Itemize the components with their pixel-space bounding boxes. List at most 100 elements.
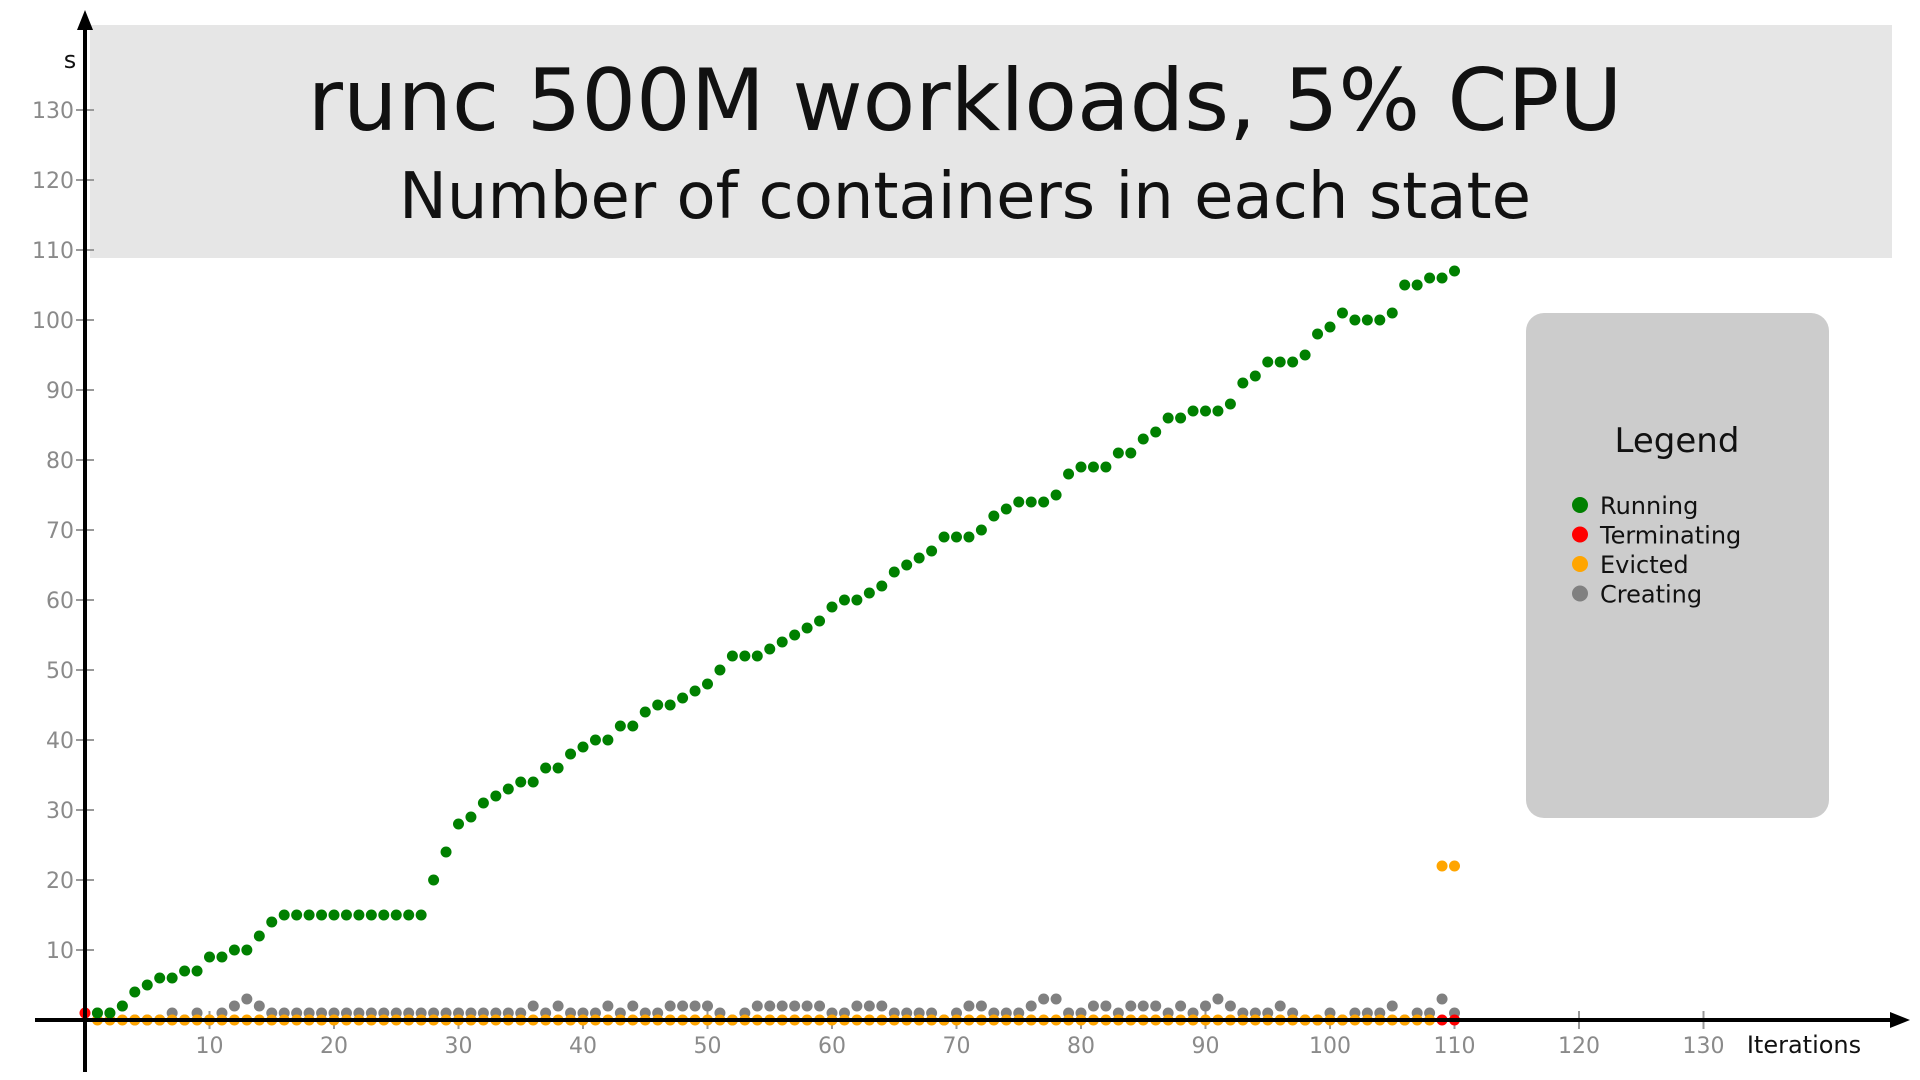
- running-point: [838, 594, 850, 606]
- running-point: [116, 1000, 128, 1012]
- legend-marker-creating: [1572, 585, 1588, 602]
- running-point: [1449, 265, 1460, 277]
- running-point: [1237, 377, 1249, 389]
- y-axis: [77, 10, 93, 1072]
- y-tick-label: 80: [46, 449, 74, 474]
- running-point: [428, 874, 440, 886]
- creating-point: [228, 1000, 240, 1012]
- running-point: [639, 706, 651, 718]
- creating-point: [527, 1000, 539, 1012]
- creating-point: [1050, 993, 1062, 1005]
- running-point: [1025, 496, 1037, 508]
- running-point: [1299, 349, 1311, 361]
- creating-point: [1386, 1000, 1398, 1012]
- y-tick-label: 110: [32, 239, 74, 264]
- legend-marker-terminating: [1572, 526, 1588, 543]
- running-point: [1274, 356, 1286, 368]
- running-point: [1212, 405, 1224, 417]
- running-point: [1175, 412, 1187, 424]
- running-point: [316, 909, 328, 921]
- chart-title: runc 500M workloads, 5% CPU: [308, 51, 1623, 151]
- running-point: [1424, 272, 1436, 284]
- y-tick-label: 90: [46, 379, 74, 404]
- running-point: [1386, 307, 1398, 319]
- running-point: [1100, 461, 1112, 473]
- running-point: [303, 909, 315, 921]
- evicted-point: [1436, 860, 1448, 872]
- running-point: [365, 909, 377, 921]
- running-point: [789, 629, 801, 641]
- running-point: [764, 643, 776, 655]
- running-point: [1361, 314, 1373, 326]
- running-point: [1187, 405, 1199, 417]
- running-point: [266, 916, 278, 928]
- running-point: [988, 510, 1000, 522]
- running-point: [726, 650, 738, 662]
- running-point: [951, 531, 962, 543]
- running-point: [453, 818, 464, 830]
- running-point: [340, 909, 352, 921]
- running-point: [403, 909, 415, 921]
- creating-point: [1200, 1000, 1211, 1012]
- y-tick-label: 60: [46, 589, 74, 614]
- creating-point: [1125, 1000, 1137, 1012]
- legend-marker-running: [1572, 497, 1588, 513]
- x-tick-label: 130: [1683, 1034, 1725, 1059]
- creating-point: [1274, 1000, 1286, 1012]
- x-axis-label: Iterations: [1747, 1031, 1861, 1059]
- running-point: [328, 909, 340, 921]
- running-point: [565, 748, 577, 760]
- legend-box: [1526, 313, 1829, 818]
- x-tick-label: 40: [569, 1034, 597, 1059]
- running-point: [129, 986, 141, 998]
- running-point: [677, 692, 689, 704]
- running-point: [1050, 489, 1062, 501]
- x-tick-label: 60: [818, 1034, 846, 1059]
- y-tick-label: 120: [32, 169, 74, 194]
- y-tick-label: 70: [46, 519, 74, 544]
- running-point: [1013, 496, 1025, 508]
- running-point: [104, 1007, 116, 1019]
- x-tick-label: 10: [196, 1034, 224, 1059]
- running-point: [1399, 279, 1411, 291]
- running-point: [191, 965, 203, 977]
- creating-point: [1175, 1000, 1187, 1012]
- creating-point: [1025, 1000, 1037, 1012]
- legend-marker-evicted: [1572, 556, 1588, 572]
- running-point: [1063, 468, 1075, 480]
- running-point: [1336, 307, 1348, 319]
- running-point: [465, 811, 477, 823]
- running-point: [527, 776, 539, 788]
- running-point: [1262, 356, 1274, 368]
- creating-point: [1224, 1000, 1236, 1012]
- running-point: [751, 650, 763, 662]
- running-point: [589, 734, 601, 746]
- legend-label-running: Running: [1600, 492, 1698, 520]
- running-point: [166, 972, 178, 984]
- running-point: [888, 566, 900, 578]
- running-point: [141, 979, 153, 991]
- running-point: [975, 524, 987, 536]
- running-point: [353, 909, 365, 921]
- running-point: [179, 965, 191, 977]
- y-tick-label: 10: [46, 939, 74, 964]
- running-point: [627, 720, 639, 732]
- running-point: [1436, 272, 1448, 284]
- running-point: [1312, 328, 1324, 340]
- running-point: [515, 776, 527, 788]
- running-point: [1200, 405, 1211, 417]
- creating-point: [1150, 1000, 1162, 1012]
- legend-label-evicted: Evicted: [1600, 551, 1689, 579]
- running-point: [241, 944, 253, 956]
- running-point: [1087, 461, 1099, 473]
- y-tick-label: 40: [46, 729, 74, 754]
- running-point: [938, 531, 950, 543]
- creating-point: [1137, 1000, 1149, 1012]
- running-point: [253, 930, 265, 942]
- running-point: [154, 972, 166, 984]
- x-tick-label: 110: [1434, 1034, 1476, 1059]
- running-point: [863, 587, 875, 599]
- y-axis-label: s: [64, 46, 77, 74]
